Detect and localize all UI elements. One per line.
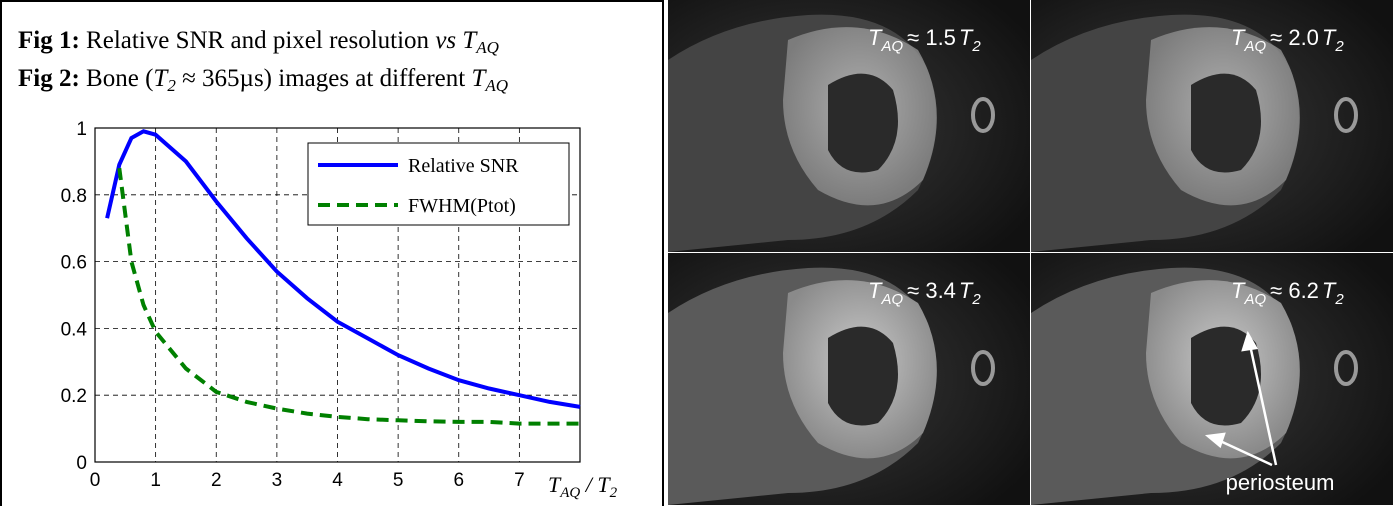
series-line bbox=[117, 167, 580, 426]
y-tick-label: 0.2 bbox=[61, 386, 87, 407]
image-label: TAQ ≈ 2.0 T2 bbox=[1231, 25, 1344, 55]
legend-box bbox=[307, 142, 570, 226]
mri-image: TAQ ≈ 6.2 T2 bbox=[1031, 253, 1393, 505]
arrow bbox=[1248, 344, 1278, 466]
mri-image: TAQ ≈ 1.5 T2 bbox=[668, 0, 1030, 252]
y-tick-label: 0.8 bbox=[61, 186, 87, 207]
axes-frame bbox=[94, 127, 581, 463]
legend-label: Relative SNR bbox=[408, 155, 519, 177]
caption: Fig 1: Relative SNR and pixel resolution… bbox=[18, 27, 499, 57]
x-tick-label: 5 bbox=[393, 470, 404, 491]
x-tick-label: 4 bbox=[332, 470, 343, 491]
arrowhead bbox=[1241, 330, 1258, 352]
image-label: TAQ ≈ 6.2 T2 bbox=[1231, 278, 1344, 308]
annotation-label: periosteum bbox=[1226, 470, 1335, 495]
y-tick-label: 1 bbox=[76, 119, 87, 140]
legend-label: FWHM(Ptot) bbox=[408, 195, 516, 217]
arrowhead bbox=[1204, 432, 1226, 449]
mri-image: TAQ ≈ 3.4 T2 bbox=[668, 253, 1030, 505]
x-tick-label: 2 bbox=[211, 470, 222, 491]
arrow bbox=[1217, 438, 1273, 467]
legend: Relative SNR FWHM(Ptot) bbox=[307, 142, 570, 226]
chart: 0 0.2 0.4 0.6 0.8 1 0 1 2 3 4 5 6 7 Relative SNR FWHM(P… bbox=[61, 119, 581, 491]
x-tick-label: 7 bbox=[514, 470, 525, 491]
y-tick-label: 0.4 bbox=[61, 319, 88, 340]
y-tick-label: 0 bbox=[76, 453, 87, 474]
image-grid: TAQ ≈ 1.5 T2 TAQ ≈ 2.0 T2 TAQ ≈ 3.4 T2 TAQ ≈ 6.2 T2… bbox=[668, 0, 1393, 505]
annotation bbox=[1204, 330, 1278, 467]
x-tick-label: 3 bbox=[272, 470, 283, 491]
caption: Fig 2: Bone (T2 ≈ 365µs) images at diffe… bbox=[18, 65, 508, 97]
series-line bbox=[105, 129, 581, 409]
mri-image: TAQ ≈ 2.0 T2 bbox=[1031, 0, 1393, 252]
y-tick-label: 0.6 bbox=[61, 253, 87, 274]
x-tick-label: 1 bbox=[150, 470, 161, 491]
x-axis-label: TAQ / T2 bbox=[548, 472, 618, 502]
x-tick-label: 6 bbox=[453, 470, 464, 491]
image-label: TAQ ≈ 3.4 T2 bbox=[868, 278, 981, 308]
image-label: TAQ ≈ 1.5 T2 bbox=[868, 25, 981, 55]
panel-border bbox=[0, 0, 664, 511]
x-tick-label: 0 bbox=[90, 470, 101, 491]
